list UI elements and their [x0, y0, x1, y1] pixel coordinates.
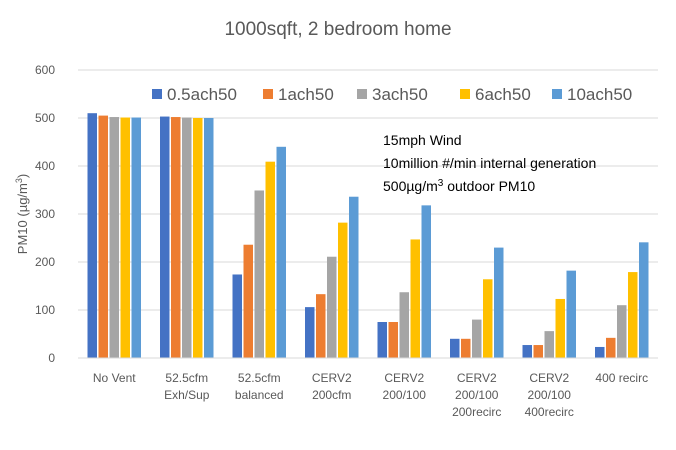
bar-6ach50-2	[265, 161, 275, 358]
bar-0.5ach50-1	[160, 116, 170, 358]
x-tick-label-1-1: Exh/Sup	[164, 388, 210, 402]
bar-10ach50-2	[276, 146, 286, 358]
x-axis-labels: No Vent 52.5cfm Exh/Sup 52.5cfm balanced CERV…	[93, 371, 648, 419]
legend-swatch-3ach50	[357, 89, 367, 99]
x-tick-label-5-1: 200/100	[455, 388, 499, 402]
x-tick-label-4-1: 200/100	[383, 388, 427, 402]
bar-6ach50-5	[483, 279, 493, 358]
bar-6ach50-3	[338, 222, 348, 358]
bar-3ach50-3	[327, 256, 337, 358]
legend-label-1ach50: 1ach50	[278, 85, 334, 104]
legend: 0.5ach50 1ach50 3ach50 6ach50 10ach50	[152, 85, 632, 104]
bar-1ach50-5	[461, 338, 471, 358]
bar-0.5ach50-5	[450, 338, 460, 358]
y-tick-label-5: 500	[35, 111, 55, 125]
bar-3ach50-0	[109, 117, 119, 358]
bar-0.5ach50-4	[377, 322, 387, 358]
annotation-line-2: 10million #/min internal generation	[383, 155, 596, 171]
bar-10ach50-0	[131, 117, 141, 359]
bar-1ach50-2	[243, 244, 253, 358]
x-tick-label-7-0: 400 recirc	[595, 371, 648, 385]
bar-1ach50-7	[606, 337, 616, 358]
bar-6ach50-4	[410, 239, 420, 358]
bars	[87, 113, 649, 359]
bar-1ach50-1	[171, 117, 181, 358]
legend-item-0.5ach50: 0.5ach50	[152, 85, 237, 104]
legend-label-6ach50: 6ach50	[475, 85, 531, 104]
legend-item-1ach50: 1ach50	[263, 85, 334, 104]
legend-swatch-6ach50	[460, 89, 470, 99]
bar-10ach50-3	[349, 196, 359, 358]
bar-0.5ach50-7	[595, 346, 605, 358]
chart-title: 1000sqft, 2 bedroom home	[224, 19, 451, 40]
annotation: 15mph Wind 10million #/min internal gene…	[383, 132, 596, 194]
bar-3ach50-2	[254, 190, 264, 358]
legend-label-10ach50: 10ach50	[567, 85, 632, 104]
legend-label-3ach50: 3ach50	[372, 85, 428, 104]
y-tick-label-3: 300	[35, 207, 55, 221]
bar-6ach50-7	[628, 272, 638, 358]
x-tick-label-1-0: 52.5cfm	[165, 371, 208, 385]
x-tick-label-4-0: CERV2	[384, 371, 424, 385]
y-tick-label-6: 600	[35, 63, 55, 77]
bar-3ach50-6	[544, 331, 554, 358]
bar-10ach50-6	[566, 270, 576, 358]
legend-item-10ach50: 10ach50	[552, 85, 632, 104]
y-axis-ticks: 0 100 200 300 400 500 600	[35, 63, 55, 365]
bar-10ach50-1	[204, 118, 214, 358]
bar-10ach50-7	[639, 242, 649, 358]
legend-item-6ach50: 6ach50	[460, 85, 531, 104]
x-tick-label-6-2: 400recirc	[525, 405, 574, 419]
x-tick-label-5-2: 200recirc	[452, 405, 501, 419]
bar-6ach50-6	[555, 298, 565, 358]
x-tick-label-2-1: balanced	[235, 388, 284, 402]
x-tick-label-3-0: CERV2	[312, 371, 352, 385]
bar-10ach50-5	[494, 247, 504, 358]
bar-6ach50-0	[120, 117, 130, 359]
legend-label-0.5ach50: 0.5ach50	[167, 85, 237, 104]
y-tick-label-4: 400	[35, 159, 55, 173]
x-tick-label-6-1: 200/100	[528, 388, 572, 402]
legend-swatch-10ach50	[552, 89, 562, 99]
bar-3ach50-1	[182, 117, 192, 359]
x-tick-label-0-0: No Vent	[93, 371, 136, 385]
legend-swatch-1ach50	[263, 89, 273, 99]
bar-1ach50-0	[98, 115, 108, 358]
x-tick-label-5-0: CERV2	[457, 371, 497, 385]
bar-0.5ach50-3	[305, 307, 315, 358]
bar-3ach50-7	[617, 305, 627, 358]
y-axis-label: PM10 (µg/m3)	[14, 174, 30, 254]
y-tick-label-2: 200	[35, 255, 55, 269]
annotation-line-1: 15mph Wind	[383, 132, 462, 148]
legend-swatch-0.5ach50	[152, 89, 162, 99]
bar-3ach50-4	[399, 292, 409, 358]
bar-6ach50-1	[193, 118, 203, 358]
bar-3ach50-5	[472, 319, 482, 358]
x-tick-label-2-0: 52.5cfm	[238, 371, 281, 385]
annotation-line-3: 500µg/m3 outdoor PM10	[383, 178, 535, 194]
bar-0.5ach50-0	[87, 113, 97, 358]
bar-1ach50-3	[316, 294, 326, 358]
legend-item-3ach50: 3ach50	[357, 85, 428, 104]
y-tick-label-1: 100	[35, 303, 55, 317]
bar-10ach50-4	[421, 205, 431, 358]
x-tick-label-6-0: CERV2	[529, 371, 569, 385]
bar-1ach50-6	[533, 345, 543, 358]
bar-1ach50-4	[388, 322, 398, 358]
bar-0.5ach50-2	[232, 274, 242, 358]
x-tick-label-3-1: 200cfm	[312, 388, 351, 402]
y-tick-label-0: 0	[48, 351, 55, 365]
bar-0.5ach50-6	[522, 345, 532, 358]
